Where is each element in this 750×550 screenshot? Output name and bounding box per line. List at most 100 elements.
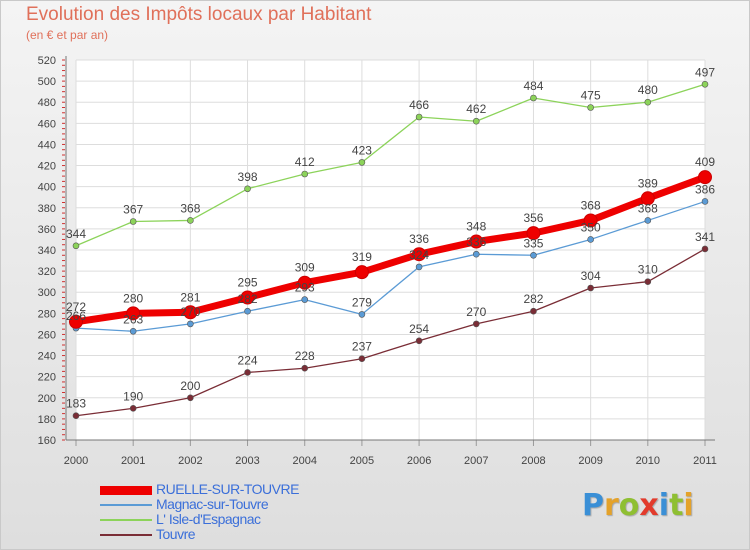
x-tick-label: 2011 <box>693 455 717 467</box>
x-tick-label: 2008 <box>521 455 545 467</box>
data-label: 368 <box>180 201 200 215</box>
data-point <box>644 98 652 106</box>
data-label: 367 <box>123 203 143 217</box>
data-point <box>244 307 251 315</box>
data-label: 266 <box>66 309 86 323</box>
data-point <box>129 405 137 412</box>
data-point <box>415 337 423 345</box>
logo-letter: i <box>683 488 694 523</box>
data-label: 282 <box>238 292 258 306</box>
chart-title: Evolution des Impôts locaux par Habitant <box>26 4 372 25</box>
y-tick-label: 380 <box>38 203 56 215</box>
logo-letter: t <box>669 488 684 523</box>
data-point <box>472 250 480 258</box>
labels-layer: 344 367 368 398 412 423 466 462 484 475 480 497 183 1… <box>66 65 715 410</box>
data-label: 279 <box>352 295 372 309</box>
data-point <box>412 247 427 262</box>
data-point <box>583 213 598 228</box>
series-layer <box>69 80 712 420</box>
y-tick-label: 340 <box>38 245 56 257</box>
y-tick-label: 280 <box>38 308 56 320</box>
data-point <box>358 159 366 166</box>
y-tick-label: 260 <box>38 329 56 341</box>
data-label: 254 <box>409 322 429 336</box>
logo-letter: i <box>658 488 670 523</box>
legend-swatch <box>100 534 152 536</box>
data-point <box>701 245 709 253</box>
legend-swatch <box>100 519 152 521</box>
data-label: 295 <box>238 276 258 290</box>
x-tick-label: 2005 <box>350 455 374 467</box>
data-label: 398 <box>238 170 258 184</box>
data-point <box>415 113 423 121</box>
data-label: 293 <box>295 281 315 295</box>
x-tick-label: 2010 <box>636 455 660 467</box>
x-tick-label: 2004 <box>292 455 316 467</box>
y-tick-label: 500 <box>38 76 56 88</box>
y-tick-label: 440 <box>38 139 56 151</box>
x-tick-label: 2002 <box>178 455 202 467</box>
data-point <box>472 117 480 125</box>
data-label: 409 <box>695 155 715 169</box>
data-label: 228 <box>295 349 315 363</box>
data-point <box>472 320 480 328</box>
data-label: 475 <box>581 89 601 103</box>
data-point <box>587 104 594 111</box>
data-point <box>301 364 309 372</box>
x-tick-label: 2003 <box>235 455 259 467</box>
data-label: 281 <box>180 290 200 304</box>
data-label: 412 <box>295 155 315 169</box>
data-label: 270 <box>180 305 200 319</box>
data-label: 497 <box>695 65 715 79</box>
data-label: 224 <box>238 353 258 367</box>
data-label: 324 <box>409 248 429 262</box>
data-label: 368 <box>638 201 658 215</box>
data-label: 484 <box>523 79 543 93</box>
data-label: 356 <box>523 211 543 225</box>
data-point <box>530 307 537 315</box>
data-point <box>587 236 594 243</box>
data-label: 350 <box>581 220 601 234</box>
data-point <box>244 369 251 376</box>
grid <box>75 59 706 441</box>
y-tick-label: 240 <box>38 351 56 363</box>
data-label: 282 <box>523 292 543 306</box>
y-tick-label: 480 <box>38 97 56 109</box>
data-point <box>297 275 312 290</box>
x-tick-label: 2009 <box>578 455 602 467</box>
data-label: 336 <box>409 232 429 246</box>
data-label: 280 <box>123 291 143 305</box>
legend-label: L' Isle-d'Espagnac <box>156 511 261 527</box>
data-label: 368 <box>581 198 601 212</box>
data-point <box>183 305 198 320</box>
data-label: 336 <box>466 235 486 249</box>
data-point <box>644 217 652 224</box>
legend-label: Magnac-sur-Touvre <box>156 496 269 512</box>
data-label: 310 <box>638 263 658 277</box>
series-line <box>72 173 709 326</box>
data-point <box>69 314 83 329</box>
data-label: 304 <box>581 269 601 283</box>
data-label: 423 <box>352 143 372 157</box>
y-tick-label: 460 <box>38 118 56 130</box>
data-point <box>187 217 194 224</box>
data-point <box>587 284 594 292</box>
x-tick-label: 2001 <box>121 455 145 467</box>
series-line <box>75 83 706 247</box>
data-label: 335 <box>523 236 543 250</box>
data-point <box>301 170 309 178</box>
data-point <box>72 242 80 250</box>
data-label: 237 <box>352 340 372 354</box>
data-label: 272 <box>66 300 86 314</box>
data-point <box>698 170 712 185</box>
data-label: 270 <box>466 305 486 319</box>
legend-swatch <box>100 486 152 495</box>
series-line <box>75 200 706 332</box>
data-point <box>469 234 484 249</box>
series-line <box>75 248 706 417</box>
data-point <box>640 191 655 206</box>
y-tick-label: 200 <box>38 393 56 405</box>
data-label: 263 <box>123 312 143 326</box>
data-point <box>644 278 652 285</box>
